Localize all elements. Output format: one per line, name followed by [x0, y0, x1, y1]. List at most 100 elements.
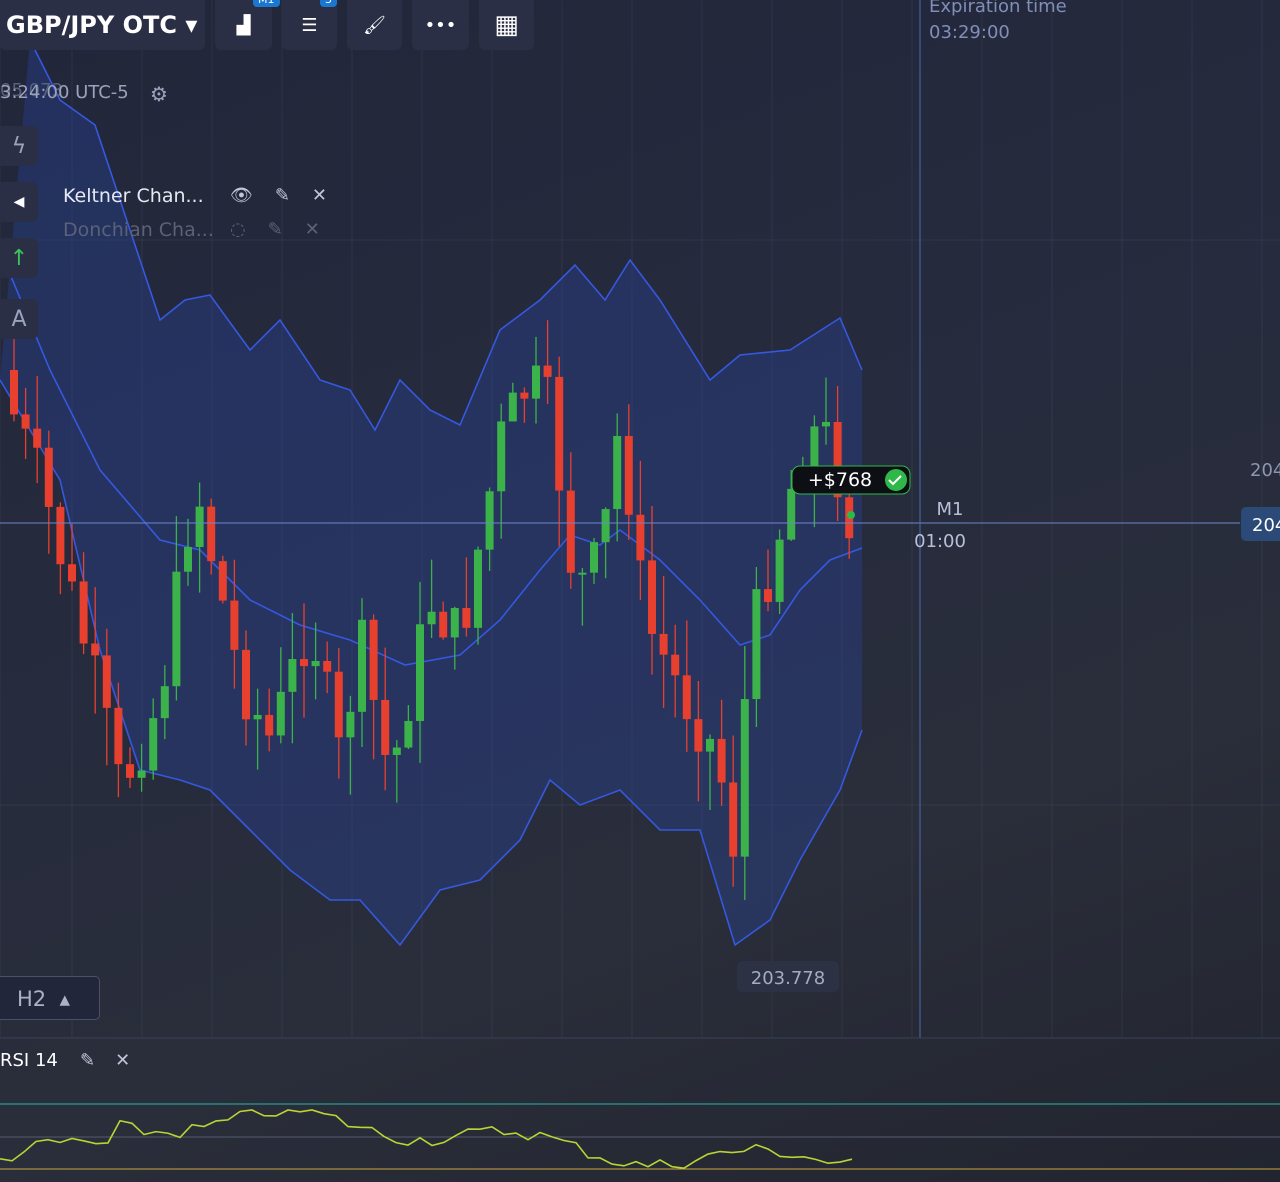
- period-label: M1: [937, 499, 964, 520]
- candle-body: [624, 435, 633, 515]
- candle-body: [462, 607, 471, 628]
- collapse-button[interactable]: ◀: [0, 182, 38, 222]
- keltner-upper: [29, 39, 863, 432]
- candle-body: [520, 392, 529, 399]
- trade-point: [847, 511, 855, 519]
- rsi-label: RSI 14: [0, 1050, 58, 1071]
- indicators-button[interactable]: ☰3: [282, 0, 337, 50]
- trend-tool[interactable]: ↑: [0, 238, 38, 278]
- candle-body: [91, 643, 100, 656]
- candle-body: [311, 660, 320, 667]
- candle-body: [56, 506, 65, 565]
- low-label-bg: [737, 961, 839, 992]
- candle-body: [578, 572, 587, 575]
- candle-body: [230, 600, 239, 650]
- asset-name: GBP/JPY OTC: [6, 11, 177, 39]
- candle-body: [543, 365, 552, 377]
- price-overlap: 05.073: [0, 80, 63, 101]
- candle-body: [508, 392, 517, 422]
- candle-body: [44, 447, 53, 507]
- trade-badge-bg: [791, 465, 911, 495]
- countdown: 01:00: [914, 531, 966, 552]
- expiration-value: 03:29:00: [929, 22, 1010, 43]
- candle-body: [822, 421, 830, 427]
- indicator-name[interactable]: Donchian Cha...: [63, 219, 214, 241]
- candle-body: [242, 649, 250, 720]
- rsi-controls[interactable]: ✎✕: [80, 1050, 151, 1071]
- candle-body: [439, 611, 448, 638]
- layout-button[interactable]: ▦: [479, 0, 534, 50]
- candle-body: [764, 589, 772, 602]
- keltner-lower: [0, 379, 863, 947]
- candle-body: [288, 659, 297, 692]
- candle-body: [392, 747, 401, 755]
- candle-body: [207, 506, 216, 562]
- candle-body: [427, 611, 436, 625]
- candle-body: [79, 581, 88, 644]
- candle-body: [729, 782, 738, 857]
- indicator-controls[interactable]: ◌✎✕: [230, 219, 342, 240]
- chart-timeframe-label: H2: [17, 987, 47, 1011]
- candle-body: [497, 421, 506, 492]
- rsi-line: [0, 1109, 853, 1169]
- candle-body: [717, 738, 726, 783]
- candle-body: [450, 607, 459, 638]
- clock: 3:24:00 UTC-5: [0, 82, 129, 103]
- candle-body: [555, 376, 564, 491]
- indicators-badge: 3: [320, 0, 337, 7]
- price-axis-label: 204: [1250, 460, 1280, 481]
- text-tool[interactable]: A: [0, 299, 38, 339]
- candle-body: [184, 547, 192, 572]
- check-icon: [888, 475, 902, 486]
- asset-selector[interactable]: GBP/JPY OTC ▾: [0, 0, 205, 50]
- candle-body: [485, 491, 494, 550]
- candle-body: [137, 770, 146, 778]
- candle-body: [323, 660, 332, 672]
- candles: [10, 320, 854, 900]
- candle-body: [68, 564, 76, 582]
- candle-body: [195, 506, 204, 548]
- candle-body: [126, 764, 134, 778]
- candle-body: [33, 428, 42, 448]
- trade-badge: +$768: [808, 469, 872, 491]
- candle-body: [636, 514, 645, 561]
- candle-body: [682, 675, 691, 720]
- candle-body: [833, 421, 842, 498]
- candle-body: [601, 509, 610, 543]
- candle-body: [648, 560, 656, 634]
- candle-body: [21, 414, 30, 429]
- candle-body: [102, 655, 111, 708]
- candle-body: [775, 539, 784, 602]
- timeframe-badge: M1: [253, 0, 280, 7]
- candle-body: [474, 549, 482, 628]
- chart-timeframe[interactable]: H2 ▴: [0, 976, 100, 1020]
- indicator-controls[interactable]: 👁✎✕: [230, 185, 350, 206]
- candle-body: [740, 699, 749, 857]
- indicator-name[interactable]: Keltner Chan...: [63, 185, 204, 207]
- settings-icon[interactable]: ⚙: [150, 82, 168, 106]
- keltner-fill: [0, 40, 862, 945]
- candle-body: [694, 719, 703, 752]
- more-button[interactable]: •••: [412, 0, 469, 50]
- candle-body: [10, 370, 18, 415]
- low-label: 203.778: [751, 968, 825, 989]
- candle-body: [810, 426, 819, 488]
- candle-body: [404, 720, 413, 748]
- candle-body: [752, 589, 761, 700]
- candle-body: [369, 619, 378, 700]
- candle-body: [346, 711, 355, 738]
- candle-body: [532, 365, 540, 399]
- chart-type-button[interactable]: ▟M1: [215, 0, 280, 50]
- drawing-button[interactable]: 🖌: [347, 0, 402, 50]
- expiration-label: Expiration time: [929, 0, 1067, 17]
- signal-tool[interactable]: ϟ: [0, 126, 38, 166]
- current-price-bg: [1241, 507, 1280, 541]
- candle-body: [334, 671, 343, 738]
- candle-body: [276, 691, 285, 736]
- candle-body: [160, 686, 169, 719]
- candle-body: [253, 714, 262, 720]
- candle-body: [149, 718, 158, 771]
- candle-body: [172, 571, 181, 687]
